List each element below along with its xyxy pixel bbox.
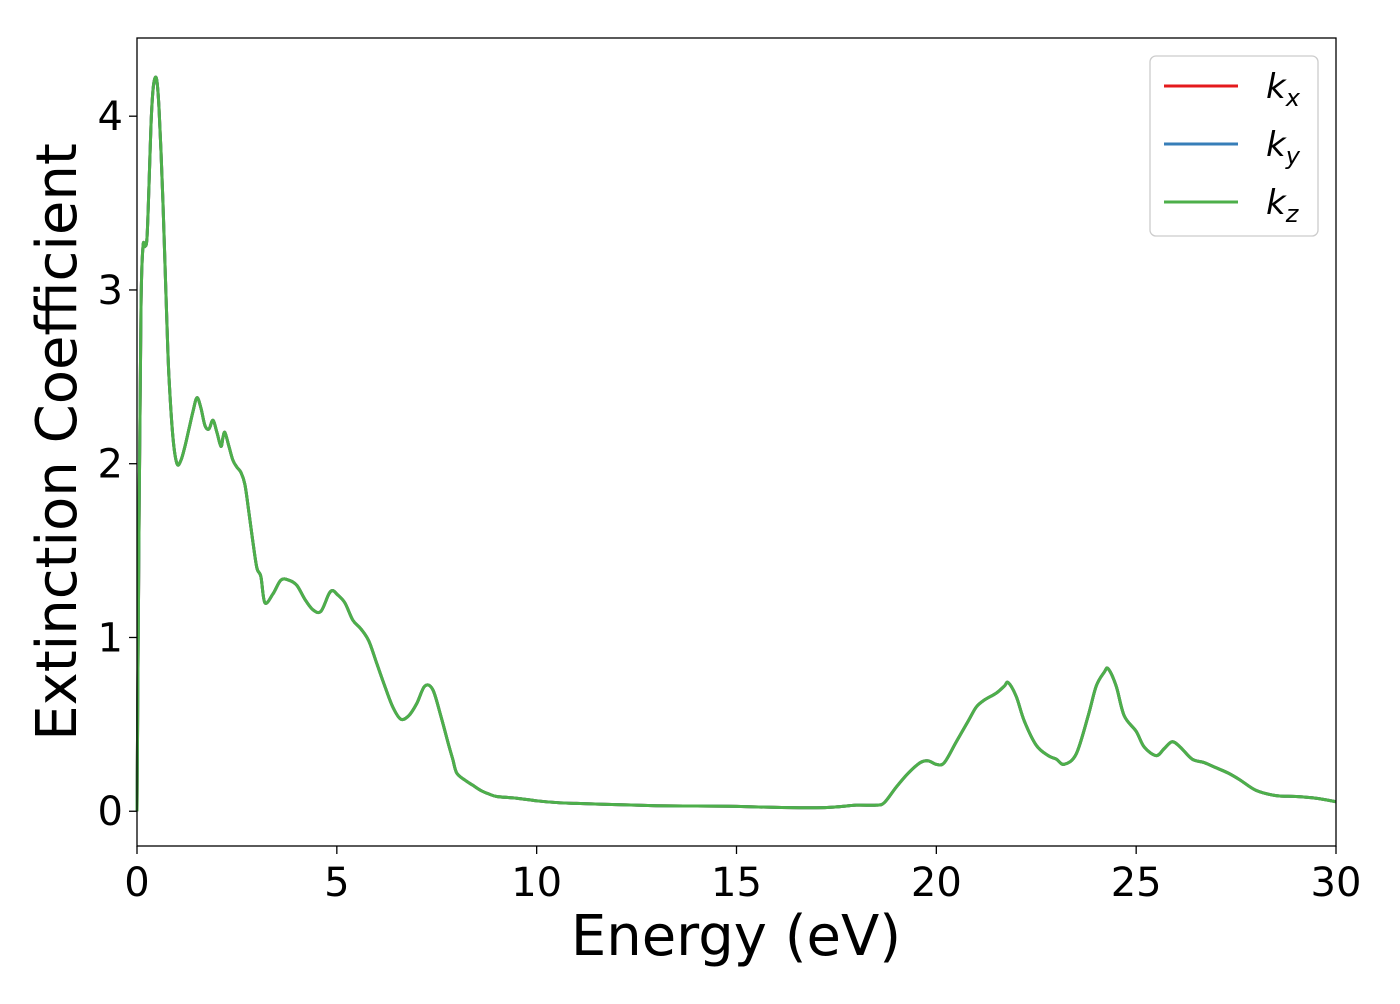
y-axis-ticks: 0 1 2 3 4	[98, 94, 137, 835]
series-layer	[135, 75, 1337, 812]
legend-label-kx: kx	[1266, 67, 1301, 112]
x-tick-label: 25	[1111, 860, 1162, 906]
x-tick-label: 10	[511, 860, 562, 906]
legend-label-base: k	[1266, 125, 1287, 165]
legend-label-base: k	[1266, 67, 1287, 107]
legend-label-subscript: x	[1285, 84, 1301, 112]
legend-label-kz: kz	[1266, 183, 1300, 228]
x-axis-title: Energy (eV)	[571, 904, 901, 969]
legend-label-ky: ky	[1266, 125, 1301, 170]
legend-label-subscript: y	[1285, 142, 1301, 170]
series-line-kz	[135, 75, 1337, 812]
x-tick-label: 5	[324, 860, 349, 906]
y-tick-label: 4	[98, 94, 123, 140]
plot-background	[137, 38, 1336, 846]
legend-box	[1149, 55, 1319, 237]
legend-label-subscript: z	[1285, 200, 1300, 228]
x-tick-label: 0	[124, 860, 149, 906]
x-tick-label: 30	[1311, 860, 1362, 906]
x-axis-ticks: 0 5 10 15 20 25 30	[124, 846, 1361, 906]
y-tick-label: 1	[98, 615, 123, 661]
y-tick-label: 2	[98, 442, 123, 488]
x-tick-label: 20	[911, 860, 962, 906]
x-tick-label: 15	[711, 860, 762, 906]
y-tick-label: 0	[98, 789, 123, 835]
legend-label-base: k	[1266, 183, 1287, 223]
y-tick-label: 3	[98, 268, 123, 314]
y-axis-title: Extinction Coefficient	[25, 143, 90, 741]
